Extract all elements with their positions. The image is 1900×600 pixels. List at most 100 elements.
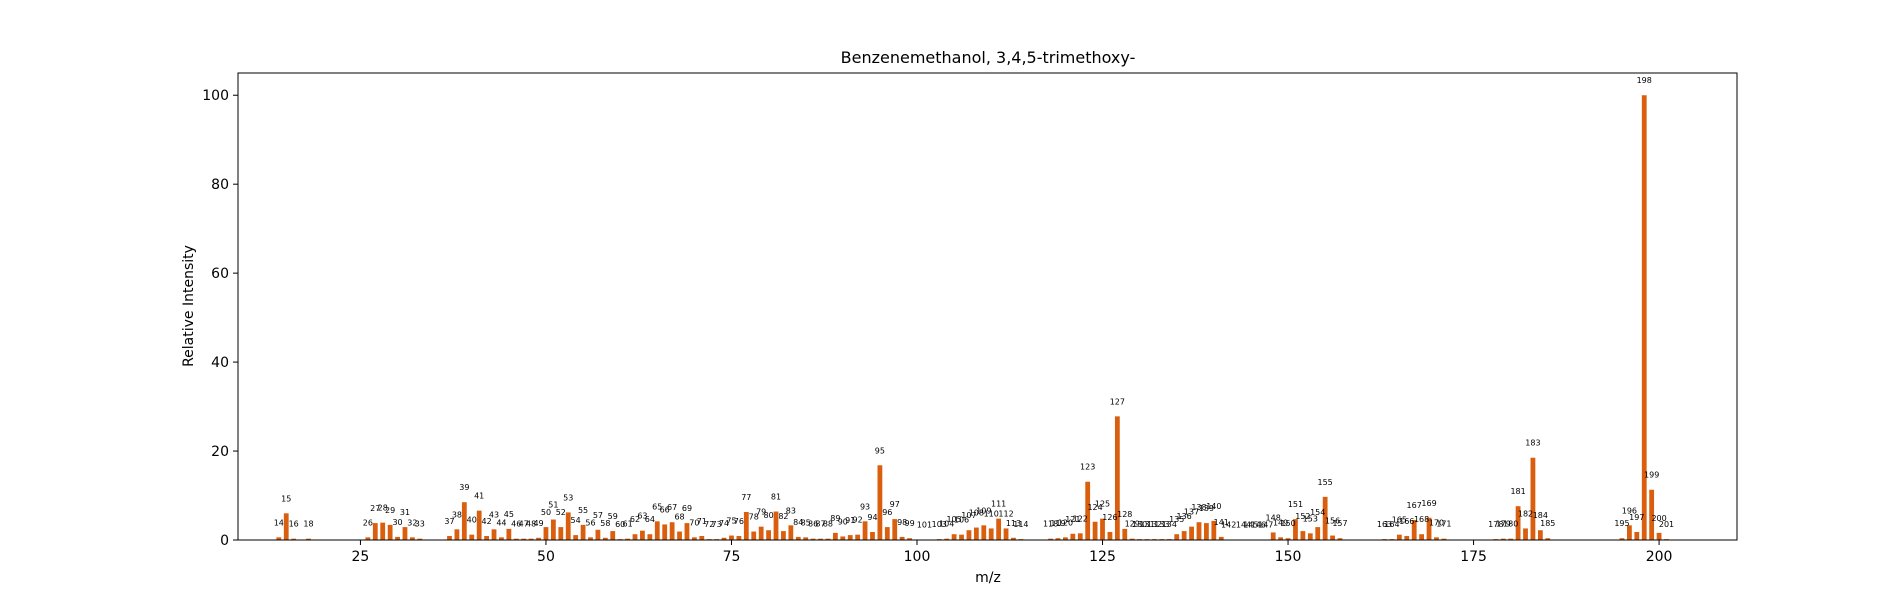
y-axis-ticks: 0 20 40 60 80 100 (202, 88, 238, 549)
bar-label-mz-69: 69 (682, 504, 692, 513)
bar-mz-79 (758, 526, 764, 540)
bar-label-mz-96: 96 (882, 508, 892, 517)
bar-mz-77 (743, 511, 749, 540)
bar-mz-152 (1300, 531, 1306, 540)
bar-label-mz-114: 114 (1013, 520, 1028, 529)
bar-label-mz-197: 197 (1629, 513, 1644, 522)
bar-label-mz-138: 138 (1191, 503, 1206, 512)
bar-mz-155 (1322, 496, 1328, 540)
bar-mz-92 (855, 534, 861, 540)
bar-label-mz-56: 56 (585, 518, 595, 527)
bar-mz-127 (1114, 416, 1120, 540)
bar-label-mz-47: 47 (519, 520, 529, 529)
bar-label-mz-183: 183 (1525, 439, 1540, 448)
bar-mz-120 (1063, 537, 1068, 540)
bar-label-mz-178: 178 (1488, 520, 1503, 529)
bar-mz-122 (1077, 533, 1083, 540)
bar-mz-150 (1285, 538, 1291, 540)
bar-label-mz-128: 128 (1117, 510, 1132, 519)
bar-label-mz-141: 141 (1214, 518, 1229, 527)
bar-label-mz-134: 134 (1162, 520, 1177, 529)
x-tick-label: 200 (1646, 549, 1673, 565)
bar-mz-121 (1070, 533, 1076, 540)
bar-label-mz-29: 29 (385, 506, 395, 515)
bar-mz-45 (506, 528, 512, 540)
bar-mz-57 (595, 529, 601, 540)
bar-mz-53 (565, 512, 571, 540)
bar-mz-185 (1545, 538, 1551, 540)
bar-label-mz-184: 184 (1533, 511, 1548, 520)
bar-label-mz-180: 180 (1503, 520, 1518, 529)
y-tick-label: 0 (220, 533, 229, 549)
bar-mz-91 (847, 535, 853, 540)
bar-mz-84 (795, 536, 801, 540)
bar-mz-76 (736, 536, 742, 540)
bar-mz-80 (766, 530, 771, 540)
bar-label-mz-139: 139 (1199, 504, 1214, 513)
bar-mz-99 (907, 538, 912, 540)
bar-mz-74 (721, 537, 727, 540)
bar-label-mz-140: 140 (1206, 502, 1221, 511)
bar-label-mz-61: 61 (622, 520, 632, 529)
bar-label-mz-167: 167 (1407, 501, 1422, 510)
bar-mz-75 (729, 535, 734, 540)
bar-mz-157 (1337, 538, 1343, 540)
bar-label-mz-63: 63 (637, 512, 647, 521)
bar-mz-96 (884, 527, 890, 540)
bar-mz-66 (662, 524, 668, 540)
bar-mz-33 (417, 538, 423, 540)
bar-mz-199 (1649, 489, 1655, 540)
bar-label-mz-79: 79 (756, 508, 766, 517)
bar-label-mz-125: 125 (1095, 500, 1110, 509)
bar-mz-105 (951, 534, 957, 540)
bar-label-mz-106: 106 (954, 516, 969, 525)
bar-mz-140 (1211, 520, 1217, 540)
bar-label-mz-196: 196 (1622, 506, 1637, 515)
bar-label-mz-40: 40 (467, 516, 477, 525)
bar-mz-59 (610, 531, 616, 540)
bar-mz-104 (944, 538, 950, 540)
bar-label-mz-42: 42 (482, 517, 492, 526)
bar-mz-71 (699, 536, 705, 540)
bar-mz-148 (1270, 532, 1276, 540)
bar-mz-184 (1537, 530, 1543, 540)
bar-mz-83 (788, 525, 794, 540)
bar-label-mz-198: 198 (1637, 76, 1652, 85)
bar-mz-65 (654, 521, 660, 540)
bar-label-mz-195: 195 (1614, 519, 1629, 528)
bar-label-mz-200: 200 (1651, 514, 1666, 523)
bar-label-mz-118: 118 (1043, 520, 1058, 529)
chart-title: Benzenemethanol, 3,4,5-trimethoxy- (841, 48, 1136, 67)
bar-label-mz-185: 185 (1540, 519, 1555, 528)
bar-label-mz-97: 97 (890, 500, 900, 509)
bar-mz-167 (1411, 519, 1417, 540)
bar-label-mz-149: 149 (1273, 518, 1288, 527)
bar-label-mz-137: 137 (1184, 508, 1199, 517)
bar-mz-14 (276, 537, 282, 540)
y-tick-label: 100 (202, 88, 229, 104)
bar-mz-123 (1085, 481, 1091, 540)
bar-label-mz-85: 85 (801, 518, 811, 527)
bar-label-mz-32: 32 (407, 518, 417, 527)
bar-label-mz-94: 94 (867, 513, 877, 522)
bar-label-mz-181: 181 (1510, 487, 1525, 496)
bar-mz-78 (751, 531, 757, 540)
bar-label-mz-164: 164 (1384, 520, 1399, 529)
bar-label-mz-122: 122 (1073, 514, 1088, 523)
bar-label-mz-45: 45 (504, 510, 514, 519)
bar-mz-165 (1396, 534, 1402, 540)
bar-label-mz-54: 54 (571, 516, 581, 525)
bar-label-mz-121: 121 (1065, 515, 1080, 524)
bar-label-mz-142: 142 (1221, 521, 1236, 530)
bar-label-mz-127: 127 (1110, 397, 1125, 406)
bar-label-mz-135: 135 (1169, 515, 1184, 524)
bar-label-mz-27: 27 (370, 504, 380, 513)
bar-label-mz-129: 129 (1125, 520, 1140, 529)
bar-label-mz-153: 153 (1303, 514, 1318, 523)
bar-label-mz-99: 99 (904, 519, 914, 528)
bar-mz-111 (996, 518, 1002, 540)
bar-mz-49 (536, 537, 541, 540)
bar-mz-47 (521, 538, 527, 540)
bar-label-mz-57: 57 (593, 511, 603, 520)
bar-label-mz-65: 65 (652, 502, 662, 511)
